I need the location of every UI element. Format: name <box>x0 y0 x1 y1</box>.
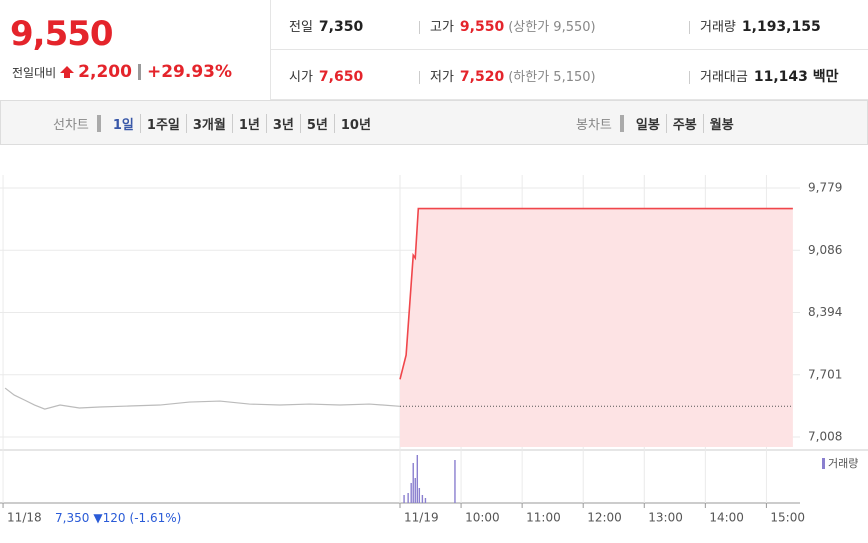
stat: 전일 7,350 <box>289 16 363 35</box>
prev-close: 7,350 <box>55 511 89 525</box>
toolbar: 선차트 1일 1주일 3개월 1년 3년 5년 10년 봉차트 일봉 주봉 월봉 <box>0 100 868 145</box>
tab[interactable]: 10년 <box>333 114 377 133</box>
stat: 저가 7,520 (하한가 5,150) <box>419 66 596 85</box>
line <box>4 387 401 410</box>
marker <box>619 115 624 132</box>
stat-row: 전일 7,350 고가 9,550 (상한가 9,550) 거래량 1,193,155 <box>271 0 868 50</box>
stat-label: 고가 <box>430 20 454 35</box>
stat-row: 시가 7,650 저가 7,520 (하한가 5,150) 거래대금 11,143 백만 <box>271 50 868 100</box>
volume-bar <box>414 478 416 503</box>
change-label: 전일대비 <box>12 65 57 80</box>
tab[interactable]: 1년 <box>231 114 266 133</box>
x-tick-label: 11/18 <box>7 511 42 525</box>
prev-day-note: 7,350 ▼120 (-1.61%) <box>55 511 181 525</box>
stat: 거래대금 11,143 백만 <box>689 66 839 86</box>
area <box>400 208 793 447</box>
price-panel: 9,550 전일대비 2,200 +29.93% <box>0 0 270 100</box>
prev-pct: (-1.61%) <box>130 511 182 525</box>
stat-value: 11,143 백만 <box>753 69 839 85</box>
volume-bar <box>418 488 421 503</box>
y-tick-label: 8,394 <box>808 305 842 319</box>
change-value: 2,200 <box>78 62 132 82</box>
volume-bar <box>421 495 424 503</box>
y-tick-label: 7,008 <box>808 430 842 444</box>
y-tick-label: 9,779 <box>808 181 842 195</box>
tab[interactable]: 3개월 <box>185 114 232 133</box>
stat-note: (상한가 9,550) <box>508 20 596 35</box>
tab[interactable]: 5년 <box>299 114 334 133</box>
separator <box>419 21 420 34</box>
summary: 9,550 전일대비 2,200 +29.93% 전일 7,350 고가 9,550(… <box>0 0 868 100</box>
line <box>399 207 793 380</box>
x-tick-label: 10:00 <box>465 511 500 525</box>
price: 9,550 <box>10 14 114 54</box>
volume-bar <box>410 483 412 503</box>
x-tick-label: 11:00 <box>526 511 561 525</box>
separator <box>689 71 690 84</box>
stat-value: 7,650 <box>318 69 364 85</box>
change-pct: +29.93% <box>146 62 233 82</box>
stat-value: 7,350 <box>318 19 364 35</box>
x-tick-label: 11/19 <box>404 511 439 525</box>
stat-label: 거래대금 <box>700 70 748 85</box>
prev-change: ▼120 <box>93 511 125 525</box>
tab[interactable]: 주봉 <box>665 114 703 133</box>
legend-label: 거래량 <box>828 457 858 470</box>
separator <box>689 21 690 34</box>
volume-bar <box>424 498 427 503</box>
stat-label: 거래량 <box>700 20 736 35</box>
candle-tabs: 봉차트 일봉 주봉 월봉 <box>576 114 740 133</box>
stat-label: 전일 <box>289 20 313 35</box>
stat-label: 시가 <box>289 70 313 85</box>
volume-bar <box>407 493 409 503</box>
x-tick-label: 13:00 <box>648 511 683 525</box>
stat-value: 7,520 <box>459 69 505 85</box>
line-label: 선차트 <box>53 118 89 133</box>
stat-note: (하한가 5,150) <box>508 70 596 85</box>
marker <box>96 115 101 132</box>
volume-bar <box>416 455 419 503</box>
separator <box>137 64 141 80</box>
y-tick-label: 9,086 <box>808 243 842 257</box>
tab[interactable]: 1주일 <box>139 114 186 133</box>
volume-bar <box>412 463 414 503</box>
volume-bar <box>454 460 456 503</box>
tab[interactable]: 일봉 <box>635 118 660 133</box>
stat-label: 저가 <box>430 70 454 85</box>
stat-value: 9,550 <box>459 19 505 35</box>
line-tabs: 선차트 1일 1주일 3개월 1년 3년 5년 10년 <box>53 114 377 133</box>
stat: 거래량 1,193,155 <box>689 16 821 35</box>
volume-bar <box>403 495 405 503</box>
x-tick-label: 12:00 <box>587 511 622 525</box>
tab[interactable]: 1일 <box>112 118 134 133</box>
legend-swatch <box>822 458 825 469</box>
stat: 고가 9,550 (상한가 9,550) <box>419 16 596 35</box>
up-icon <box>60 66 75 78</box>
stats: 전일 7,350 고가 9,550 (상한가 9,550) 거래량 1,193,155 시가 7… <box>270 0 868 100</box>
change: 전일대비 2,200 +29.93% <box>12 62 232 82</box>
stat-value: 1,193,155 <box>741 19 821 35</box>
tab[interactable]: 3년 <box>265 114 300 133</box>
separator <box>419 71 420 84</box>
x-tick-label: 14:00 <box>709 511 744 525</box>
stat: 시가 7,650 <box>289 66 363 85</box>
x-tick-label: 15:00 <box>770 511 805 525</box>
tab[interactable]: 월봉 <box>702 114 740 133</box>
candle-label: 봉차트 <box>576 118 612 133</box>
y-tick-label: 7,701 <box>808 367 842 381</box>
